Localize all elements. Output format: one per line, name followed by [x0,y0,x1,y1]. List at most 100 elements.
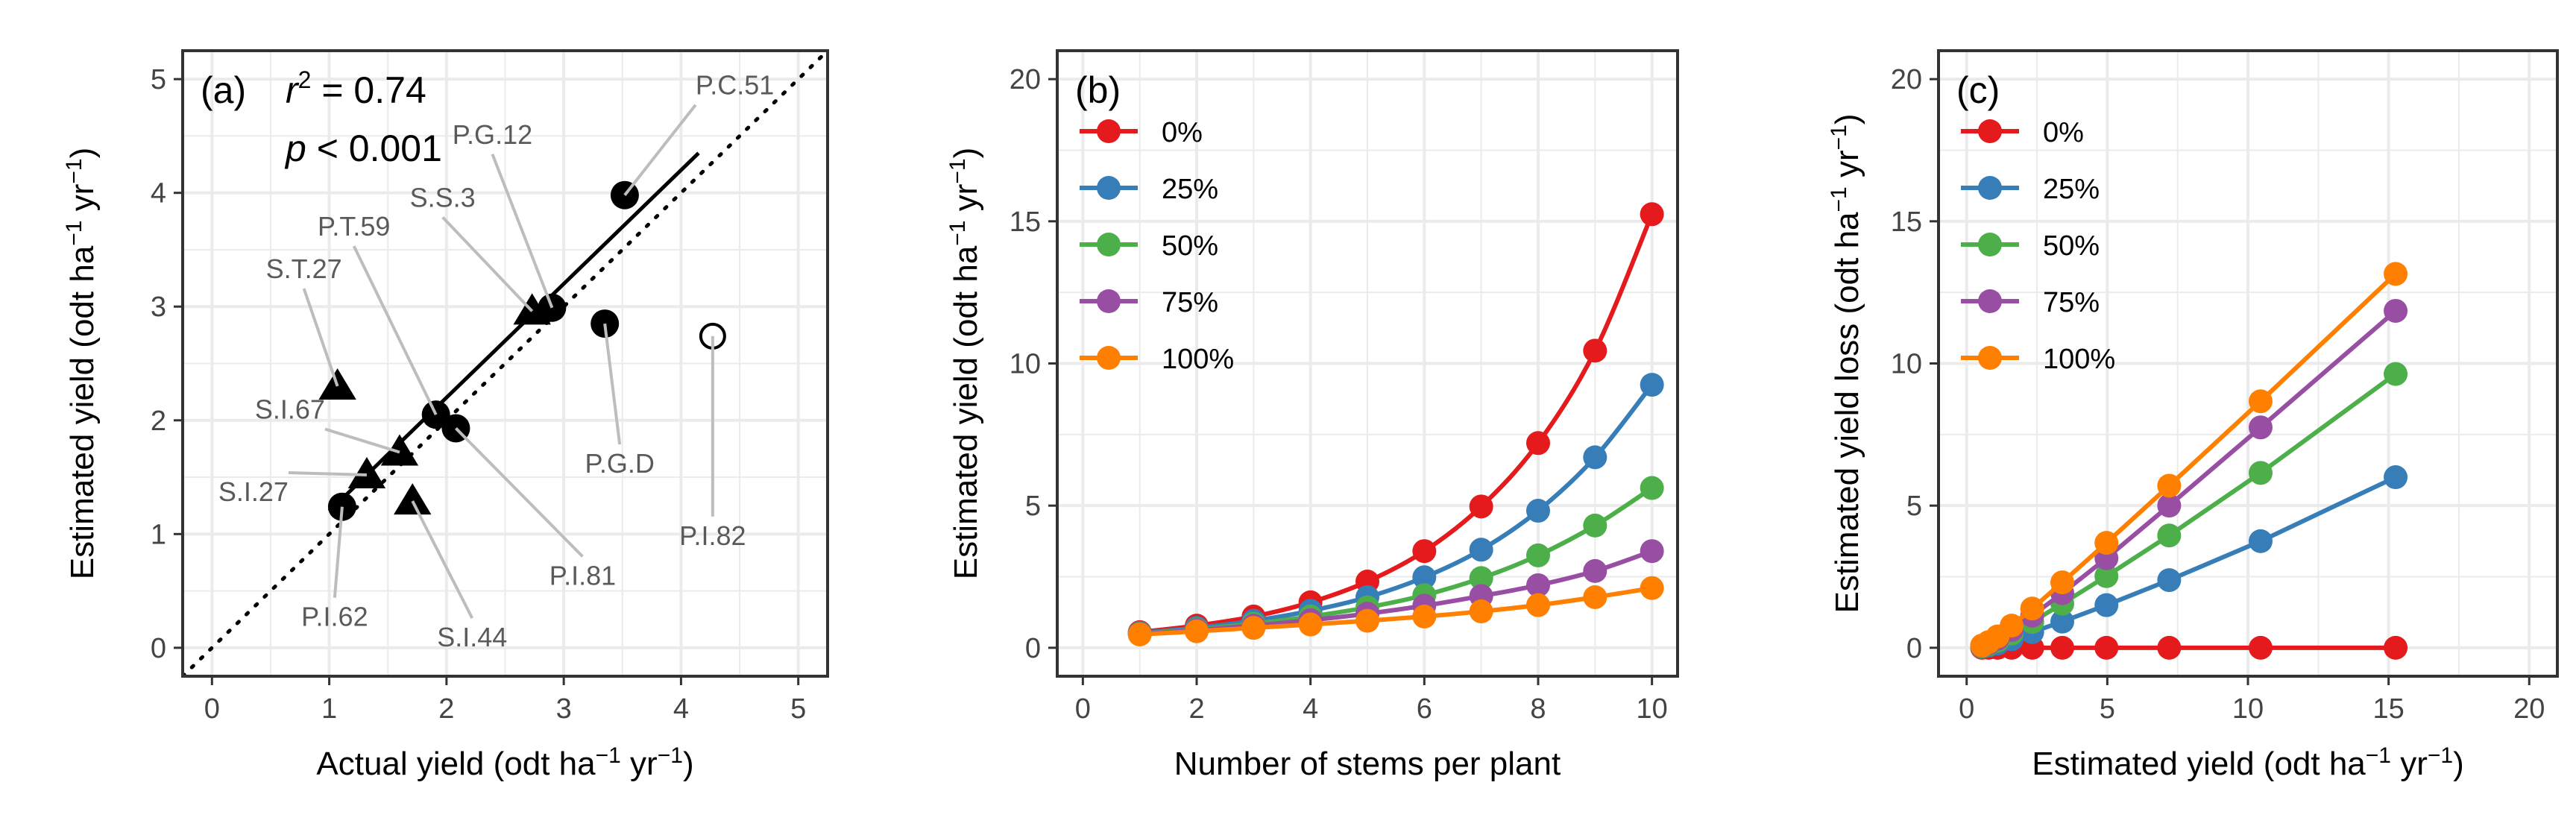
y-axis-label: Estimated yield (odt ha−1 yr−1) [62,148,101,580]
legend-marker [1978,176,2002,200]
x-tick-label: 10 [2232,693,2264,725]
y-tick-label: 10 [1891,349,1922,380]
callout-line [333,506,344,598]
series-point [1469,494,1493,519]
y-tick-label: 0 [1906,633,1922,664]
data-point-triangle [394,483,432,515]
x-tick-label: 4 [673,693,689,725]
series-point [1525,543,1550,567]
y-tick-label: 4 [151,178,166,210]
series-point [1469,599,1493,624]
y-tick-label: 5 [151,64,166,95]
point-label: S.S.3 [410,182,476,212]
series-point [1640,373,1664,397]
series-point [1640,476,1664,500]
x-tick-label: 10 [1637,693,1668,725]
series-point [1583,445,1607,470]
y-axis-label: Estimated yield (odt ha−1 yr−1) [945,148,984,580]
series-point [2248,389,2273,414]
x-tick-label: 5 [2100,693,2115,725]
series-point [1640,202,1664,227]
series-point [1127,622,1152,646]
panel-label: (a) [201,69,246,111]
panel-label: (c) [1956,69,2000,111]
point-label: P.T.59 [318,211,390,242]
series-point [2248,635,2273,660]
point-label: S.I.67 [255,394,325,424]
series-point [2157,635,2182,660]
x-tick-label: 20 [2513,693,2545,725]
series-point [2248,529,2273,553]
legend-label: 25% [1162,174,1218,205]
point-label: P.G.12 [453,119,532,150]
series-point [1583,338,1607,363]
series-point [2000,614,2024,638]
series-point [1412,604,1437,628]
r2-text: r2 = 0.74 [286,66,426,111]
x-axis-label: Number of stems per plant [1174,746,1561,782]
series-point [1583,513,1607,538]
series-point [1525,593,1550,617]
series-point [2050,570,2074,595]
plot-area [1970,262,2408,660]
callout-line [441,215,534,312]
x-tick-label: 0 [1075,693,1091,725]
legend-marker [1097,119,1121,143]
series-line [1139,585,1653,637]
legend-label: 75% [1162,287,1218,318]
x-axis-label: Estimated yield (odt ha−1 yr−1) [2032,743,2464,782]
legend-marker [1097,289,1121,313]
x-tick-label: 15 [2372,693,2404,725]
y-tick-label: 20 [1891,64,1922,95]
x-tick-label: 8 [1530,693,1546,725]
legend-marker [1097,346,1121,370]
x-tick-label: 2 [1188,693,1204,725]
series-point [1298,612,1323,637]
series-point [2157,494,2182,518]
x-axis-label: Actual yield (odt ha−1 yr−1) [316,743,693,782]
callout-line [302,288,339,387]
legend-label: 0% [1162,117,1203,148]
point-label: S.I.27 [218,476,289,507]
legend-marker [1978,289,2002,313]
callout-line [603,323,622,445]
series-point [2094,635,2119,660]
y-tick-label: 15 [1010,207,1041,238]
legend-label: 50% [2043,230,2100,262]
y-tick-label: 5 [1906,491,1922,522]
series-point [2248,461,2273,485]
x-tick-label: 4 [1303,693,1318,725]
series-point [2094,531,2119,555]
data-point-triangle [513,293,551,325]
series-point [2157,568,2182,593]
series-point [1412,539,1437,564]
legend-label: 100% [2043,344,2115,375]
point-label: P.C.51 [696,70,774,101]
series-point [1241,616,1266,640]
y-tick-label: 0 [1025,633,1041,664]
panel-a: 0 1 2 3 4 5 0 1 2 3 4 5 Actual yield (odt ha−1 yr−1)… [62,49,829,782]
series-point [1412,565,1437,590]
one-to-one-line [183,51,828,676]
series-point [2094,593,2119,617]
series-line [1139,383,1654,636]
data-point-triangle [347,456,386,488]
callout-line [288,470,367,476]
series-point [1640,539,1664,564]
y-tick-label: 3 [151,292,166,323]
point-label: S.I.44 [437,622,507,652]
p-value-text: p < 0.001 [284,127,442,169]
data-point-triangle [380,434,419,466]
x-tick-label: 6 [1417,693,1432,725]
series-point [2157,473,2182,498]
x-tick-label: 0 [204,693,220,725]
series-point [2384,262,2408,286]
legend-label: 75% [2043,287,2100,318]
legend-label: 25% [2043,174,2100,205]
y-tick-label: 10 [1010,349,1041,380]
point-label: P.I.81 [549,560,616,590]
series-point [2384,635,2408,660]
series-point [1469,538,1493,562]
series-point [2384,465,2408,490]
